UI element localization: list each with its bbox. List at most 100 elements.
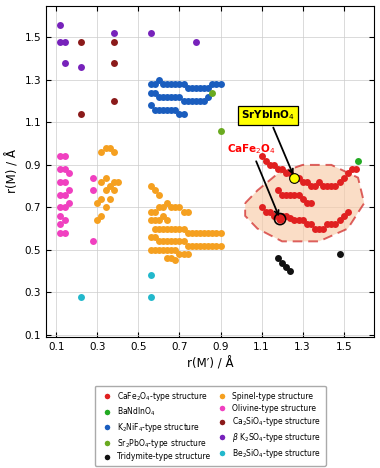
Point — [304, 220, 310, 228]
Point — [62, 59, 68, 66]
Point — [160, 93, 166, 101]
Point — [103, 187, 109, 194]
Point — [176, 110, 182, 117]
Point — [156, 106, 162, 113]
Point — [345, 208, 351, 215]
Point — [340, 212, 347, 219]
Point — [296, 191, 302, 198]
Point — [62, 165, 68, 173]
Point — [299, 216, 306, 224]
Point — [316, 225, 322, 232]
Point — [78, 110, 84, 117]
Point — [152, 234, 158, 241]
Point — [205, 93, 211, 101]
Point — [217, 127, 223, 135]
Point — [107, 144, 113, 152]
Point — [148, 271, 154, 279]
Point — [160, 212, 166, 219]
Point — [160, 238, 166, 245]
Point — [308, 220, 314, 228]
Point — [111, 59, 117, 66]
Point — [111, 178, 117, 186]
Point — [263, 208, 269, 215]
Point — [148, 80, 154, 88]
Point — [156, 204, 162, 211]
Point — [263, 157, 269, 164]
Point — [217, 242, 223, 249]
Point — [209, 80, 215, 88]
Point — [57, 191, 63, 198]
Point — [156, 238, 162, 245]
Point — [148, 293, 154, 300]
Point — [337, 178, 343, 186]
Point — [287, 169, 293, 177]
Point — [152, 216, 158, 224]
Point — [148, 234, 154, 241]
Point — [193, 85, 199, 92]
Point — [164, 93, 170, 101]
Point — [291, 174, 298, 182]
Legend: CaFe$_2$O$_4$-type structure, BaNdInO$_4$, K$_2$NiF$_4$-type structure, Sr$_2$Pb: CaFe$_2$O$_4$-type structure, BaNdInO$_4… — [95, 386, 326, 466]
Point — [332, 220, 339, 228]
Point — [185, 242, 191, 249]
Point — [287, 191, 293, 198]
Point — [193, 229, 199, 237]
Point — [209, 229, 215, 237]
Point — [345, 169, 351, 177]
Point — [201, 97, 207, 105]
Point — [94, 216, 100, 224]
Point — [180, 80, 187, 88]
Point — [355, 157, 361, 164]
Point — [172, 225, 178, 232]
Point — [152, 80, 158, 88]
Point — [214, 80, 220, 88]
Point — [217, 229, 223, 237]
Point — [57, 212, 63, 219]
Point — [267, 161, 273, 168]
Point — [185, 250, 191, 258]
Point — [160, 106, 166, 113]
Point — [107, 183, 113, 190]
Point — [189, 229, 195, 237]
Point — [160, 80, 166, 88]
Point — [115, 178, 121, 186]
Point — [57, 220, 63, 228]
Point — [164, 238, 170, 245]
Point — [197, 85, 203, 92]
Point — [168, 204, 174, 211]
Point — [217, 80, 223, 88]
Point — [283, 263, 289, 271]
Point — [312, 225, 318, 232]
Point — [299, 195, 306, 203]
Point — [304, 178, 310, 186]
Point — [168, 255, 174, 262]
Point — [172, 257, 178, 264]
Point — [193, 242, 199, 249]
Point — [164, 216, 170, 224]
Point — [90, 238, 96, 245]
Point — [180, 208, 187, 215]
Point — [316, 178, 322, 186]
Point — [152, 106, 158, 113]
Point — [176, 204, 182, 211]
Polygon shape — [245, 165, 364, 241]
Point — [156, 191, 162, 198]
Point — [111, 187, 117, 194]
Point — [57, 204, 63, 211]
X-axis label: r(M′) / Å: r(M′) / Å — [187, 358, 234, 371]
Point — [312, 183, 318, 190]
Point — [279, 165, 285, 173]
Point — [164, 246, 170, 254]
Point — [168, 238, 174, 245]
Point — [189, 85, 195, 92]
Point — [156, 225, 162, 232]
Point — [337, 250, 343, 258]
Point — [320, 183, 326, 190]
Point — [148, 183, 154, 190]
Point — [296, 174, 302, 182]
Point — [148, 102, 154, 109]
Point — [180, 250, 187, 258]
Point — [258, 204, 264, 211]
Point — [148, 208, 154, 215]
Point — [62, 204, 68, 211]
